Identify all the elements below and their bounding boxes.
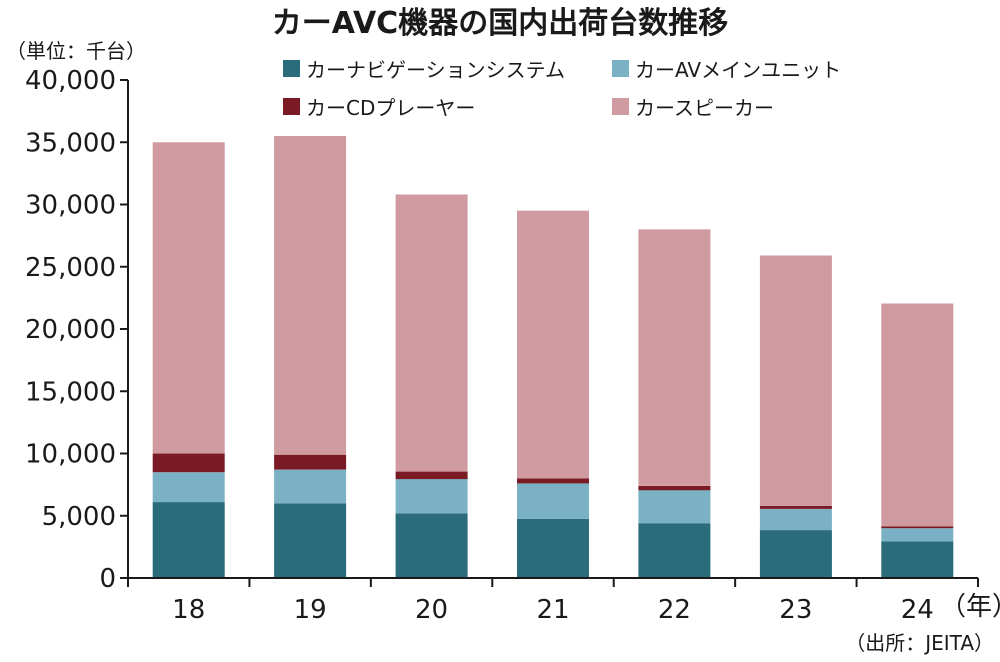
legend-swatch-navigation (283, 60, 300, 77)
bar-navigation-24 (881, 541, 954, 578)
y-tick-label: 35,000 (25, 128, 116, 158)
x-tick-label: 21 (536, 595, 569, 625)
bar-av-main-unit-20 (395, 479, 468, 514)
y-tick-label: 5,000 (42, 502, 116, 532)
bar-cd-player-21 (517, 478, 589, 484)
bar-av-main-unit-21 (517, 483, 589, 519)
bar-navigation-22 (638, 523, 711, 578)
bar-navigation-23 (759, 530, 832, 578)
y-axis: 0 5,000 10,000 15,000 20,000 25,000 30,000 35,0… (25, 66, 129, 594)
legend: カーナビゲーションシステム カーAVメインユニット カーCDプレーヤー カースピ… (283, 58, 841, 120)
x-unit-label: （年） (940, 592, 1000, 622)
bar-navigation-18 (152, 502, 225, 578)
x-tick-label: 19 (294, 595, 327, 625)
bar-navigation-20 (395, 513, 468, 578)
y-tick-label: 40,000 (25, 66, 116, 96)
x-tick-label: 24 (901, 595, 934, 625)
bar-cd-player-20 (395, 471, 468, 480)
y-tick-label: 10,000 (25, 440, 116, 470)
bar-cd-player-18 (152, 453, 225, 473)
bar-cd-player-19 (274, 454, 347, 470)
bar-speaker-21 (517, 210, 589, 479)
bar-speaker-24 (881, 303, 954, 527)
bar-av-main-unit-18 (152, 472, 225, 503)
legend-label-cd-player: カーCDプレーヤー (306, 96, 475, 120)
y-unit-label: （単位：千台） (6, 39, 146, 63)
legend-swatch-av-main-unit (612, 60, 629, 77)
y-tick-label: 15,000 (25, 377, 116, 407)
bar-cd-player-24 (881, 526, 954, 529)
bar-speaker-23 (759, 255, 832, 506)
bar-speaker-18 (152, 142, 225, 454)
x-axis: 18 19 20 21 22 23 24 (127, 577, 979, 625)
y-tick-label: 0 (99, 564, 116, 594)
y-tick-label: 30,000 (25, 191, 116, 221)
legend-label-speaker: カースピーカー (635, 96, 774, 120)
bar-av-main-unit-19 (274, 469, 347, 504)
legend-label-av-main-unit: カーAVメインユニット (635, 58, 841, 82)
bar-speaker-19 (274, 136, 347, 455)
legend-swatch-cd-player (283, 98, 300, 115)
x-tick-label: 18 (172, 595, 205, 625)
bar-cd-player-22 (638, 485, 711, 491)
bar-speaker-20 (395, 194, 468, 472)
y-tick-label: 20,000 (25, 315, 116, 345)
legend-label-navigation: カーナビゲーションシステム (306, 58, 565, 82)
x-tick-label: 20 (415, 595, 448, 625)
source-note: （出所：JEITA） (845, 631, 994, 655)
bar-av-main-unit-23 (759, 508, 832, 531)
bars (152, 136, 954, 578)
x-tick-label: 23 (779, 595, 812, 625)
bar-av-main-unit-24 (881, 528, 954, 542)
y-tick-label: 25,000 (25, 253, 116, 283)
bar-cd-player-23 (759, 505, 832, 509)
x-tick-label: 22 (658, 595, 691, 625)
chart-title: カーAVC機器の国内出荷台数推移 (272, 6, 728, 41)
bar-navigation-21 (517, 518, 589, 578)
bar-av-main-unit-22 (638, 490, 711, 524)
legend-swatch-speaker (612, 98, 629, 115)
bar-navigation-19 (274, 503, 347, 578)
bar-speaker-22 (638, 229, 711, 486)
